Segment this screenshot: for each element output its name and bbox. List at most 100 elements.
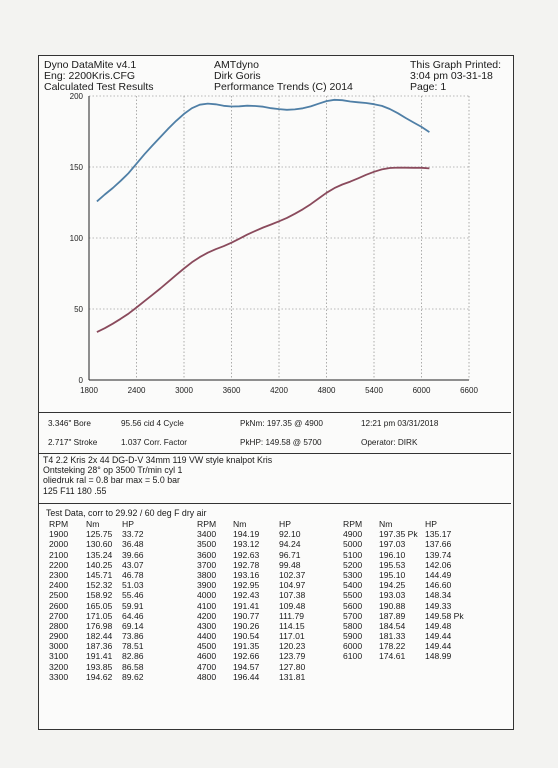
table-cell: 5600 <box>343 600 363 611</box>
table-cell: 4000 <box>197 590 217 601</box>
bore: 3.346" Bore <box>48 419 91 428</box>
table-cell: 194.19 <box>233 529 260 540</box>
displacement: 95.56 cid 4 Cycle <box>121 419 184 428</box>
table-cell: 102.37 <box>279 569 306 580</box>
table-cell: 144.49 <box>425 569 452 580</box>
column-header: RPM <box>197 519 217 529</box>
table-cell: 137.66 <box>425 539 452 550</box>
table-cell: 89.62 <box>122 671 144 682</box>
table-cell: 2700 <box>49 610 69 621</box>
dyno-report-sheet: 1800 2400 3000 3600 4200 4800 5400 6000 6600 0 50 1… <box>38 55 514 730</box>
table-cell: 191.41 <box>233 600 260 611</box>
x-tick-label: 2400 <box>128 386 146 395</box>
y-tick-label: 0 <box>79 376 84 385</box>
copyright: Performance Trends (C) 2014 <box>214 81 353 93</box>
table-cell: 109.48 <box>279 600 306 611</box>
table-cell: 43.07 <box>122 559 144 570</box>
column-header: Nm <box>233 519 247 529</box>
column-header: RPM <box>343 519 363 529</box>
note-line: T4 2.2 Kris 2x 44 DG-D-V 34mm 119 VW sty… <box>43 455 273 465</box>
table-cell: 195.10 <box>379 569 406 580</box>
table-cell: 33.72 <box>122 529 144 540</box>
table-cell: 55.46 <box>122 590 144 601</box>
table-cell: 196.44 <box>233 671 260 682</box>
table-cell: 94.24 <box>279 539 301 550</box>
table-cell: 5900 <box>343 631 363 642</box>
dyno-name: AMTdyno <box>214 59 259 71</box>
table-cell: 184.54 <box>379 620 406 631</box>
table-cell: 2000 <box>49 539 69 550</box>
table-cell: 190.54 <box>233 631 260 642</box>
table-cell: 99.48 <box>279 559 301 570</box>
table-cell: 190.77 <box>233 610 260 621</box>
table-cell: 69.14 <box>122 620 144 631</box>
table-cell: 3200 <box>49 661 69 672</box>
table-caption: Test Data, corr to 29.92 / 60 deg F dry … <box>46 508 207 518</box>
printed-time: 3:04 pm 03-31-18 <box>410 70 493 82</box>
table-cell: 5100 <box>343 549 363 560</box>
table-cell: 86.58 <box>122 661 144 672</box>
test-data-table: Test Data, corr to 29.92 / 60 deg F dry … <box>39 503 511 728</box>
table-cell: 187.89 <box>379 610 406 621</box>
table-cell: 148.99 <box>425 651 452 662</box>
table-cell: 135.24 <box>86 549 113 560</box>
x-tick-label: 6000 <box>413 386 431 395</box>
x-tick-label: 3000 <box>175 386 193 395</box>
test-notes: T4 2.2 Kris 2x 44 DG-D-V 34mm 119 VW sty… <box>43 455 272 496</box>
hp-column: HP 33.72 36.48 39.66 43.07 46.78 51.03 55.46 59.… <box>122 519 144 682</box>
table-cell: 123.79 <box>279 651 306 662</box>
table-cell: 139.74 <box>425 549 452 560</box>
note-line: oliedruk ral = 0.8 bar max = 5.0 bar <box>43 475 180 486</box>
table-cell: 196.10 <box>379 549 406 560</box>
column-header: Nm <box>86 519 100 529</box>
table-cell: 158.92 <box>86 590 113 601</box>
specs-box: 3.346" Bore 95.56 cid 4 Cycle PkNm: 197.… <box>39 412 511 454</box>
table-cell: 114.15 <box>279 620 305 631</box>
table-cell: 1900 <box>49 529 69 540</box>
table-cell: 96.71 <box>279 549 301 560</box>
table-cell: 181.33 <box>379 631 406 642</box>
table-cell: 174.61 <box>379 651 406 662</box>
table-cell: 192.95 <box>233 580 260 591</box>
table-cell: 3400 <box>197 529 217 540</box>
table-cell: 4800 <box>197 671 217 682</box>
table-cell: 2300 <box>49 569 69 580</box>
page-number: Page: 1 <box>410 81 447 93</box>
table-cell: 194.62 <box>86 671 113 682</box>
table-cell: 2200 <box>49 559 69 570</box>
peak-torque: PkNm: 197.35 @ 4900 <box>240 419 323 428</box>
table-cell: 51.03 <box>122 580 144 591</box>
table-cell: 64.46 <box>122 610 144 621</box>
x-tick-label: 4200 <box>270 386 288 395</box>
y-tick-label: 150 <box>70 163 84 172</box>
y-tick-label: 200 <box>70 92 84 101</box>
table-cell: 194.57 <box>233 661 260 672</box>
table-cell: 2500 <box>49 590 69 601</box>
table-cell: 187.36 <box>86 641 113 652</box>
table-cell: 149.33 <box>425 600 452 611</box>
table-cell: 73.86 <box>122 631 144 642</box>
x-tick-label: 3600 <box>223 386 241 395</box>
table-cell: 197.03 <box>379 539 406 550</box>
table-cell: 190.26 <box>233 620 260 631</box>
hp-column: HP 135.17 137.66 139.74 142.06 144.49 146.60 14… <box>425 519 464 662</box>
table-cell: 46.78 <box>122 569 144 580</box>
hp-column: HP 92.10 94.24 96.71 99.48 102.37 104.97 107.38… <box>279 519 305 682</box>
nm-column: Nm 194.19 193.12 192.63 192.78 193.16 192.95 19… <box>233 519 259 682</box>
table-cell: 192.66 <box>233 651 260 662</box>
table-cell: 190.88 <box>379 600 406 611</box>
table-cell: 2600 <box>49 600 69 611</box>
peak-horsepower: PkHP: 149.58 @ 5700 <box>240 438 322 447</box>
table-cell: 4700 <box>197 661 217 672</box>
table-cell: 193.03 <box>379 590 406 601</box>
table-cell: 191.35 <box>233 641 260 652</box>
table-cell: 145.71 <box>86 569 113 580</box>
table-cell: 149.58 Pk <box>425 610 464 621</box>
table-cell: 182.44 <box>86 631 113 642</box>
table-cell: 192.63 <box>233 549 260 560</box>
table-cell: 6000 <box>343 641 363 652</box>
column-header: HP <box>122 519 134 529</box>
table-cell: 3700 <box>197 559 217 570</box>
results-label: Calculated Test Results <box>44 81 154 93</box>
torque-curve <box>96 98 430 203</box>
